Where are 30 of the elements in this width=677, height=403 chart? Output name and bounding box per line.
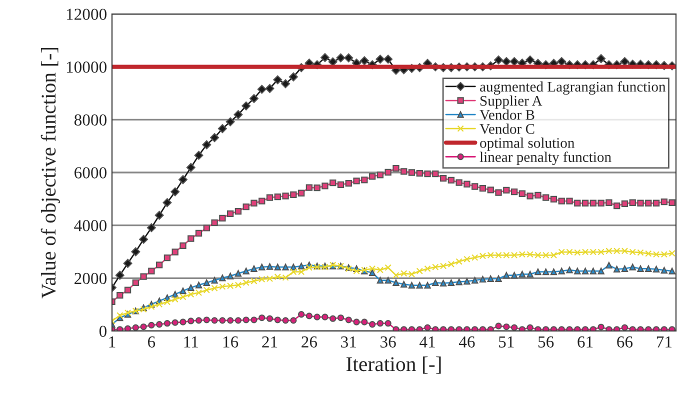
- x-tick-label: 51: [499, 336, 514, 348]
- legend-label: linear penalty function: [480, 152, 612, 165]
- y-axis-title: Value of objective function [-]: [40, 48, 60, 298]
- x-tick-label: 26: [302, 336, 318, 348]
- y-tick-label: 2000: [74, 272, 107, 284]
- x-tick-label: 36: [380, 336, 396, 348]
- legend-label: augmented Lagrangian function: [480, 81, 666, 95]
- y-tick-label: 12000: [66, 8, 107, 20]
- y-tick-label: 8000: [74, 114, 107, 126]
- x-tick-label: 46: [458, 336, 475, 348]
- legend-label: optimal solution: [480, 138, 574, 151]
- legend-label: Supplier A: [480, 96, 542, 109]
- y-tick-label: 0: [99, 326, 107, 337]
- x-axis-title: Iteration [-]: [346, 356, 441, 374]
- x-tick-label: 6: [148, 336, 156, 348]
- y-tick-label: 4000: [74, 220, 107, 232]
- legend-label: Vendor C: [480, 124, 534, 134]
- x-tick-label: 31: [341, 336, 356, 348]
- legend-label: Vendor B: [480, 110, 534, 120]
- x-tick-label: 66: [617, 336, 633, 348]
- x-tick-label: 16: [223, 336, 238, 348]
- x-tick-label: 71: [656, 336, 672, 348]
- x-tick-label: 21: [262, 336, 278, 348]
- y-tick-label: 6000: [74, 167, 107, 178]
- x-tick-label: 11: [184, 336, 198, 348]
- x-tick-label: 56: [538, 336, 554, 348]
- x-tick-label: 41: [420, 336, 435, 348]
- y-tick-label: 10000: [66, 62, 107, 73]
- x-tick-label: 61: [578, 336, 593, 348]
- x-tick-label: 1: [109, 336, 116, 348]
